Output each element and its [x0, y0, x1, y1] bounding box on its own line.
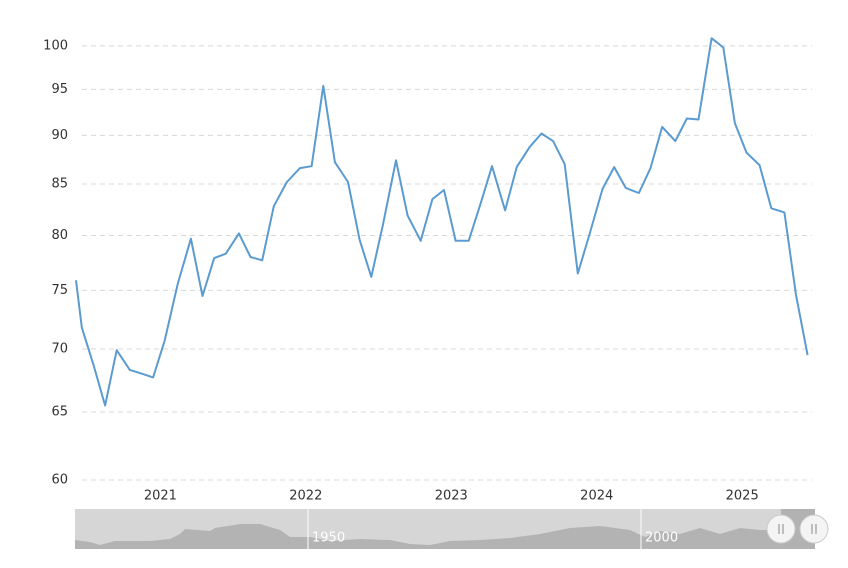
x-tick-label: 2024 [580, 489, 613, 504]
x-tick-label: 2025 [726, 489, 759, 504]
navigator: 1950 2000 [75, 509, 829, 549]
y-tick-label: 100 [43, 38, 68, 53]
navigator-handle[interactable] [799, 514, 829, 544]
y-tick-label: 85 [51, 176, 68, 191]
y-tick-label: 60 [51, 473, 68, 488]
navigator-label: 2000 [645, 531, 678, 546]
y-tick-label: 80 [51, 228, 68, 243]
x-tick-label: 2021 [144, 489, 177, 504]
y-tick-label: 70 [51, 341, 68, 356]
navigator-silhouette [75, 524, 781, 549]
data-line [75, 37, 809, 407]
y-tick-label: 90 [51, 128, 68, 143]
navigator-handle[interactable] [766, 514, 796, 544]
navigator-label: 1950 [312, 531, 345, 546]
x-tick-label: 2022 [289, 489, 322, 504]
y-tick-label: 75 [51, 283, 68, 298]
x-tick-label: 2023 [435, 489, 468, 504]
y-tick-label: 65 [51, 404, 68, 419]
y-tick-label: 95 [51, 82, 68, 97]
